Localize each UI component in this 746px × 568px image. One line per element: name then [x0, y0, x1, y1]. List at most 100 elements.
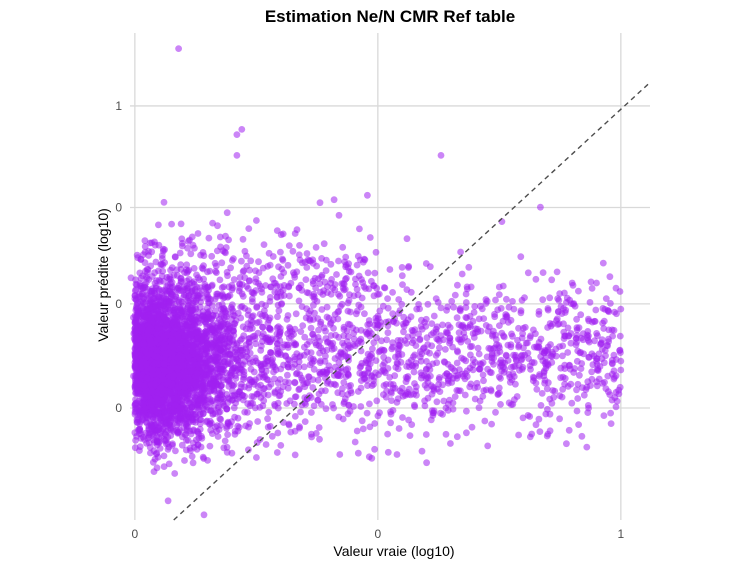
- data-point: [179, 307, 187, 314]
- data-point: [164, 497, 172, 505]
- data-point: [537, 353, 545, 361]
- data-point: [595, 350, 603, 358]
- data-point: [247, 317, 255, 324]
- data-point: [515, 431, 522, 439]
- data-point: [408, 421, 416, 428]
- data-point: [373, 397, 381, 405]
- data-point: [318, 306, 326, 313]
- data-point: [423, 459, 430, 467]
- data-point: [416, 335, 424, 343]
- data-point: [182, 291, 190, 299]
- data-point: [584, 328, 592, 335]
- data-point: [363, 409, 371, 417]
- data-point: [152, 302, 160, 310]
- data-point: [299, 322, 307, 329]
- data-point: [245, 384, 253, 392]
- data-point: [450, 303, 457, 311]
- data-point: [430, 407, 438, 415]
- data-point: [474, 328, 482, 336]
- data-point: [296, 242, 303, 249]
- data-point: [244, 311, 252, 319]
- data-point: [327, 260, 335, 268]
- data-point: [247, 365, 255, 373]
- data-point: [448, 379, 456, 386]
- data-point: [161, 408, 169, 416]
- data-point: [384, 304, 392, 312]
- data-point: [587, 278, 595, 286]
- data-point: [573, 386, 580, 394]
- scatter-points: [127, 45, 625, 519]
- data-point: [344, 299, 352, 307]
- data-point: [563, 294, 571, 302]
- data-point: [150, 380, 158, 387]
- data-point: [285, 334, 293, 342]
- data-point: [328, 346, 336, 353]
- data-point: [136, 447, 143, 454]
- data-point: [571, 365, 579, 372]
- data-point: [165, 460, 173, 468]
- data-point: [229, 336, 237, 344]
- data-point: [351, 438, 359, 446]
- data-point: [358, 294, 366, 302]
- data-point: [517, 309, 525, 317]
- data-point: [548, 399, 556, 407]
- data-point: [276, 392, 284, 399]
- data-point: [171, 407, 179, 415]
- data-point: [138, 324, 146, 332]
- data-point: [577, 365, 585, 372]
- data-point: [159, 267, 167, 275]
- data-point: [316, 359, 324, 366]
- data-point: [366, 423, 374, 431]
- data-point: [314, 396, 321, 404]
- data-point: [599, 305, 607, 312]
- data-point: [440, 397, 448, 405]
- data-point: [206, 396, 214, 403]
- data-point: [495, 342, 503, 349]
- data-point: [310, 365, 318, 373]
- data-point: [427, 331, 435, 339]
- data-point: [340, 379, 348, 386]
- data-point: [306, 338, 313, 345]
- data-point: [612, 372, 620, 380]
- data-point: [268, 432, 276, 440]
- data-point: [142, 418, 150, 426]
- data-point: [403, 363, 410, 370]
- data-point: [334, 367, 342, 374]
- data-point: [269, 275, 277, 283]
- data-point: [591, 317, 598, 325]
- data-point: [492, 296, 499, 304]
- data-point: [214, 361, 222, 369]
- data-point: [314, 376, 322, 384]
- data-point: [232, 345, 239, 352]
- data-point: [255, 318, 263, 326]
- data-point: [256, 404, 264, 411]
- data-point: [521, 294, 528, 301]
- data-point: [317, 320, 324, 328]
- data-point: [244, 400, 252, 408]
- data-point: [150, 468, 158, 475]
- data-point: [303, 250, 311, 257]
- data-point: [233, 395, 241, 403]
- data-point: [280, 419, 287, 426]
- data-point: [297, 328, 305, 335]
- data-point: [179, 362, 187, 370]
- data-point: [134, 336, 142, 343]
- data-point: [357, 377, 365, 384]
- data-point: [239, 235, 247, 243]
- data-point: [206, 417, 214, 425]
- data-point: [212, 268, 220, 275]
- data-point: [237, 314, 245, 322]
- data-point: [136, 420, 144, 428]
- data-point: [180, 368, 188, 376]
- data-point: [565, 426, 573, 434]
- data-point: [291, 271, 298, 279]
- data-point: [317, 288, 324, 296]
- data-point: [228, 366, 236, 373]
- data-point: [334, 315, 342, 323]
- data-point: [364, 321, 372, 329]
- data-point: [190, 342, 197, 349]
- data-point: [257, 363, 265, 370]
- data-point: [504, 357, 512, 364]
- data-point: [286, 292, 293, 300]
